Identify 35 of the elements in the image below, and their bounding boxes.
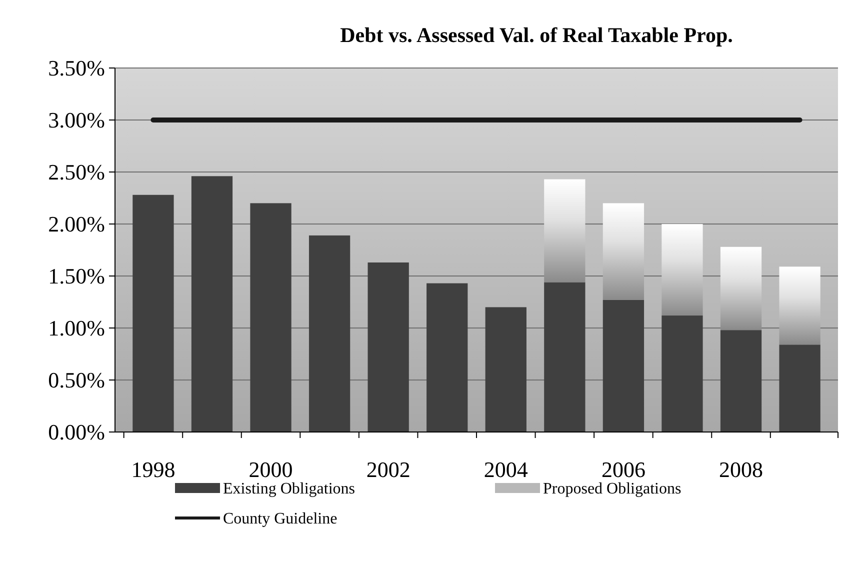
y-tick-label: 2.00% xyxy=(48,212,105,237)
y-tick-label: 0.50% xyxy=(48,368,105,393)
bar xyxy=(485,307,526,432)
bar xyxy=(250,203,292,432)
legend-label: Proposed Obligations xyxy=(543,480,682,498)
bar xyxy=(602,300,644,432)
y-tick-label: 0.00% xyxy=(48,420,105,445)
y-tick-label: 1.00% xyxy=(48,316,105,341)
bar xyxy=(132,194,174,432)
x-tick-label: 2008 xyxy=(719,457,764,482)
bar xyxy=(662,316,703,432)
bar xyxy=(662,224,703,316)
chart-title: Debt vs. Assessed Val. of Real Taxable Prop. xyxy=(340,23,733,47)
bar xyxy=(544,179,586,282)
x-tick-label: 2002 xyxy=(366,457,410,482)
y-tick-label: 3.50% xyxy=(48,56,105,81)
bar xyxy=(308,235,350,432)
bar xyxy=(779,266,820,345)
y-tick-label: 2.50% xyxy=(48,160,105,185)
bar xyxy=(191,176,233,432)
bar xyxy=(602,203,644,300)
x-tick-label: 2004 xyxy=(484,457,528,482)
bar xyxy=(720,246,762,330)
bar xyxy=(779,344,820,432)
y-tick-label: 1.50% xyxy=(48,264,105,289)
bar xyxy=(720,330,762,432)
legend-label: Existing Obligations xyxy=(223,480,355,498)
bar xyxy=(544,282,586,432)
bar xyxy=(426,283,468,432)
x-tick-label: 1998 xyxy=(131,457,176,482)
x-tick-label: 2006 xyxy=(601,457,646,482)
bar xyxy=(368,262,409,432)
legend-label: County Guideline xyxy=(223,510,338,528)
x-tick-label: 2000 xyxy=(248,457,293,482)
y-tick-label: 3.00% xyxy=(48,108,105,133)
